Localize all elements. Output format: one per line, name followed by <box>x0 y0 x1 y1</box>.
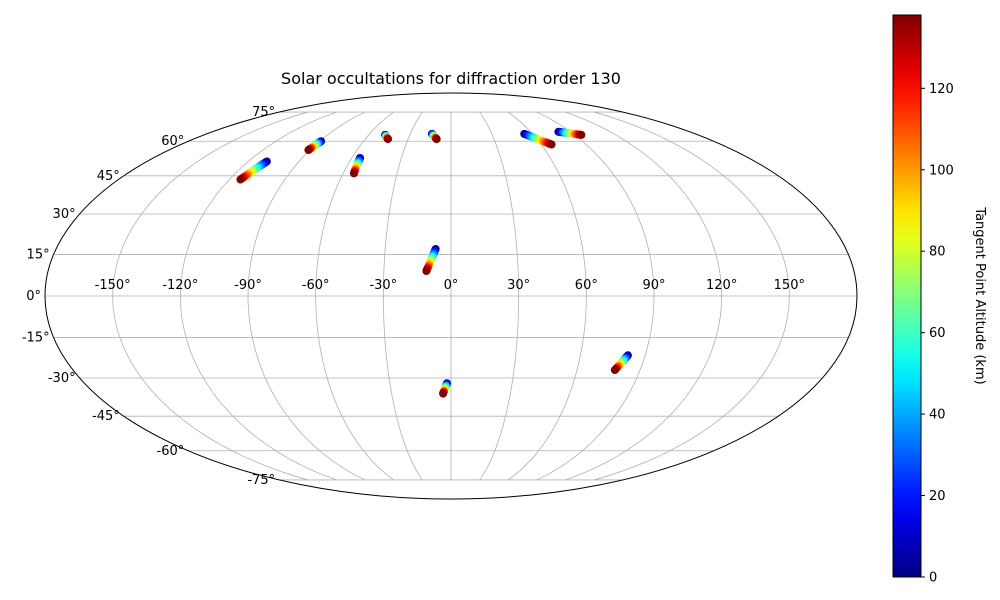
occultation-track <box>236 157 271 184</box>
meridian-line <box>565 111 723 481</box>
occultation-points <box>236 127 632 398</box>
colorbar-tick-label: 20 <box>929 489 946 504</box>
colorbar-tick-label: 80 <box>929 245 946 260</box>
latitude-tick-label: 15° <box>27 247 50 262</box>
occultation-point <box>439 389 448 398</box>
longitude-tick-label: -120° <box>162 278 198 293</box>
latitude-tick-label: 60° <box>161 134 184 149</box>
latitude-tick-label: -75° <box>247 473 275 488</box>
meridian-line <box>508 111 587 481</box>
latitude-tick-label: 30° <box>53 207 76 222</box>
graticule <box>45 111 857 481</box>
latitude-tick-label: 75° <box>252 105 275 120</box>
occultation-point <box>304 146 313 155</box>
meridian-line <box>315 111 394 481</box>
occultation-track <box>428 129 441 144</box>
latitude-labels: -75° -60° -45° -30° -15° 0° 15° 30° 45° 60° 75° <box>22 105 275 488</box>
colorbar-tick-label: 40 <box>929 408 946 423</box>
meridian-line <box>247 111 366 481</box>
meridian-line <box>479 111 520 481</box>
latitude-tick-label: -30° <box>48 371 76 386</box>
occultation-track <box>610 351 632 375</box>
latitude-tick-label: 0° <box>26 289 41 304</box>
meridian-line <box>382 111 423 481</box>
occultation-point <box>349 169 358 178</box>
colorbar-tick-label: 60 <box>929 326 946 341</box>
meridian-line <box>112 111 308 481</box>
latitude-tick-label: -15° <box>22 331 50 346</box>
colorbar-tick-label: 120 <box>929 82 954 97</box>
latitude-tick-label: -60° <box>157 444 185 459</box>
meridian-line <box>594 111 790 481</box>
longitude-tick-label: -30° <box>369 278 397 293</box>
longitude-labels: -150° -120° -90° -60° -30° 0° 30° 60° 90° 120° 150… <box>95 278 805 293</box>
colorbar-tick-label: 100 <box>929 163 954 178</box>
colorbar-tick-label: 0 <box>929 571 937 586</box>
chart-title: Solar occultations for diffraction order… <box>281 69 621 88</box>
longitude-tick-label: 120° <box>706 278 737 293</box>
occultation-point <box>422 267 431 275</box>
meridian-line <box>179 111 337 481</box>
occultation-track <box>304 137 326 155</box>
colorbar-label: Tangent Point Altitude (km) <box>972 206 987 384</box>
longitude-tick-label: 150° <box>774 278 805 293</box>
occultation-track <box>349 153 365 178</box>
latitude-tick-label: 45° <box>97 169 120 184</box>
occultation-track <box>520 129 556 149</box>
occultation-point <box>610 366 619 375</box>
latitude-tick-label: -45° <box>92 409 120 424</box>
occultation-track <box>439 379 451 398</box>
meridian-line <box>536 111 655 481</box>
occultation-point <box>236 175 245 184</box>
longitude-tick-label: 30° <box>507 278 530 293</box>
longitude-tick-label: 60° <box>575 278 598 293</box>
occultation-point <box>547 140 556 149</box>
occultation-point <box>384 135 393 144</box>
longitude-tick-label: 0° <box>444 278 459 293</box>
occultation-point <box>432 135 441 144</box>
longitude-tick-label: -90° <box>234 278 262 293</box>
colorbar <box>892 14 922 578</box>
map-boundary <box>44 92 858 500</box>
occultation-track <box>381 130 393 144</box>
colorbar-ticks: 0 20 40 60 80 100 120 <box>921 82 954 586</box>
occultation-point <box>577 130 586 139</box>
occultation-track <box>422 244 440 275</box>
occultation-track <box>554 127 586 139</box>
longitude-tick-label: -150° <box>95 278 131 293</box>
longitude-tick-label: -60° <box>302 278 330 293</box>
longitude-tick-label: 90° <box>642 278 665 293</box>
